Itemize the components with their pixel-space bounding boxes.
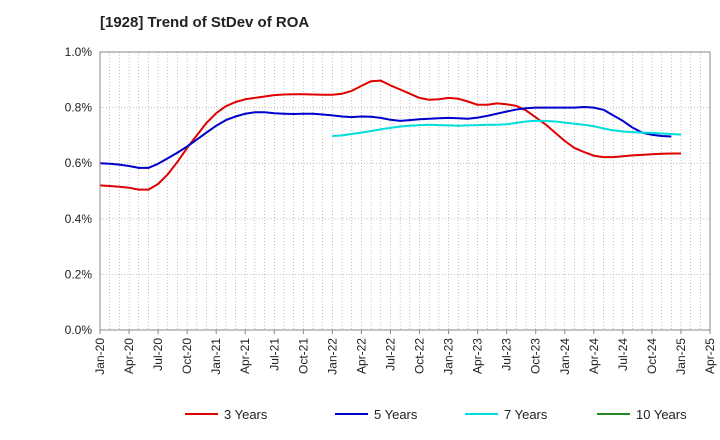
x-tick-label: Jul-21 (267, 338, 281, 371)
x-tick-label: Jan-25 (674, 338, 688, 375)
chart-title: [1928] Trend of StDev of ROA (100, 14, 310, 31)
x-tick-label: Jul-20 (151, 338, 165, 371)
y-tick-label: 0.4% (65, 212, 93, 226)
x-tick-label: Apr-22 (354, 338, 368, 374)
y-tick-label: 0.2% (65, 267, 93, 281)
y-tick-label: 0.8% (65, 101, 93, 115)
y-axis: 0.0% 0.2% 0.4% 0.6% 0.8% 1.0% (65, 45, 93, 337)
legend: 3 Years 5 Years 7 Years 10 Years (185, 407, 687, 422)
series-line-5-years (99, 106, 672, 169)
legend-label: 5 Years (374, 407, 418, 422)
x-tick-label: Oct-23 (529, 338, 543, 374)
x-tick-label: Jan-24 (558, 338, 572, 375)
x-tick-label: Apr-24 (587, 338, 601, 374)
x-tick-label: Oct-21 (296, 338, 310, 374)
x-tick-label: Jul-22 (383, 338, 397, 371)
y-tick-label: 0.6% (65, 156, 93, 170)
x-tick-label: Apr-25 (703, 338, 717, 374)
plot-area (100, 52, 710, 330)
x-axis: Jan-20 Apr-20 Jul-20 Oct-20 Jan-21 Apr-21 Jul-… (93, 330, 717, 375)
series-line-7-years (332, 119, 682, 137)
x-tick-label: Jan-20 (93, 338, 107, 375)
x-tick-label: Apr-23 (471, 338, 485, 374)
x-tick-label: Jul-23 (500, 338, 514, 371)
x-tick-label: Oct-24 (645, 338, 659, 374)
series-line-3-years (99, 79, 681, 191)
x-tick-label: Jan-21 (209, 338, 223, 375)
legend-label: 3 Years (224, 407, 268, 422)
x-tick-label: Apr-21 (238, 338, 252, 374)
y-tick-label: 0.0% (65, 323, 93, 337)
series-lines (99, 79, 682, 191)
x-tick-label: Jul-24 (616, 338, 630, 371)
x-tick-label: Oct-22 (413, 338, 427, 374)
x-tick-label: Jan-23 (442, 338, 456, 375)
grid-lines (100, 52, 710, 330)
plot-frame (99, 51, 711, 331)
x-tick-label: Apr-20 (122, 338, 136, 374)
legend-label: 10 Years (636, 407, 687, 422)
legend-label: 7 Years (504, 407, 548, 422)
y-tick-label: 1.0% (65, 45, 93, 59)
x-tick-label: Oct-20 (180, 338, 194, 374)
x-tick-label: Jan-22 (325, 338, 339, 375)
